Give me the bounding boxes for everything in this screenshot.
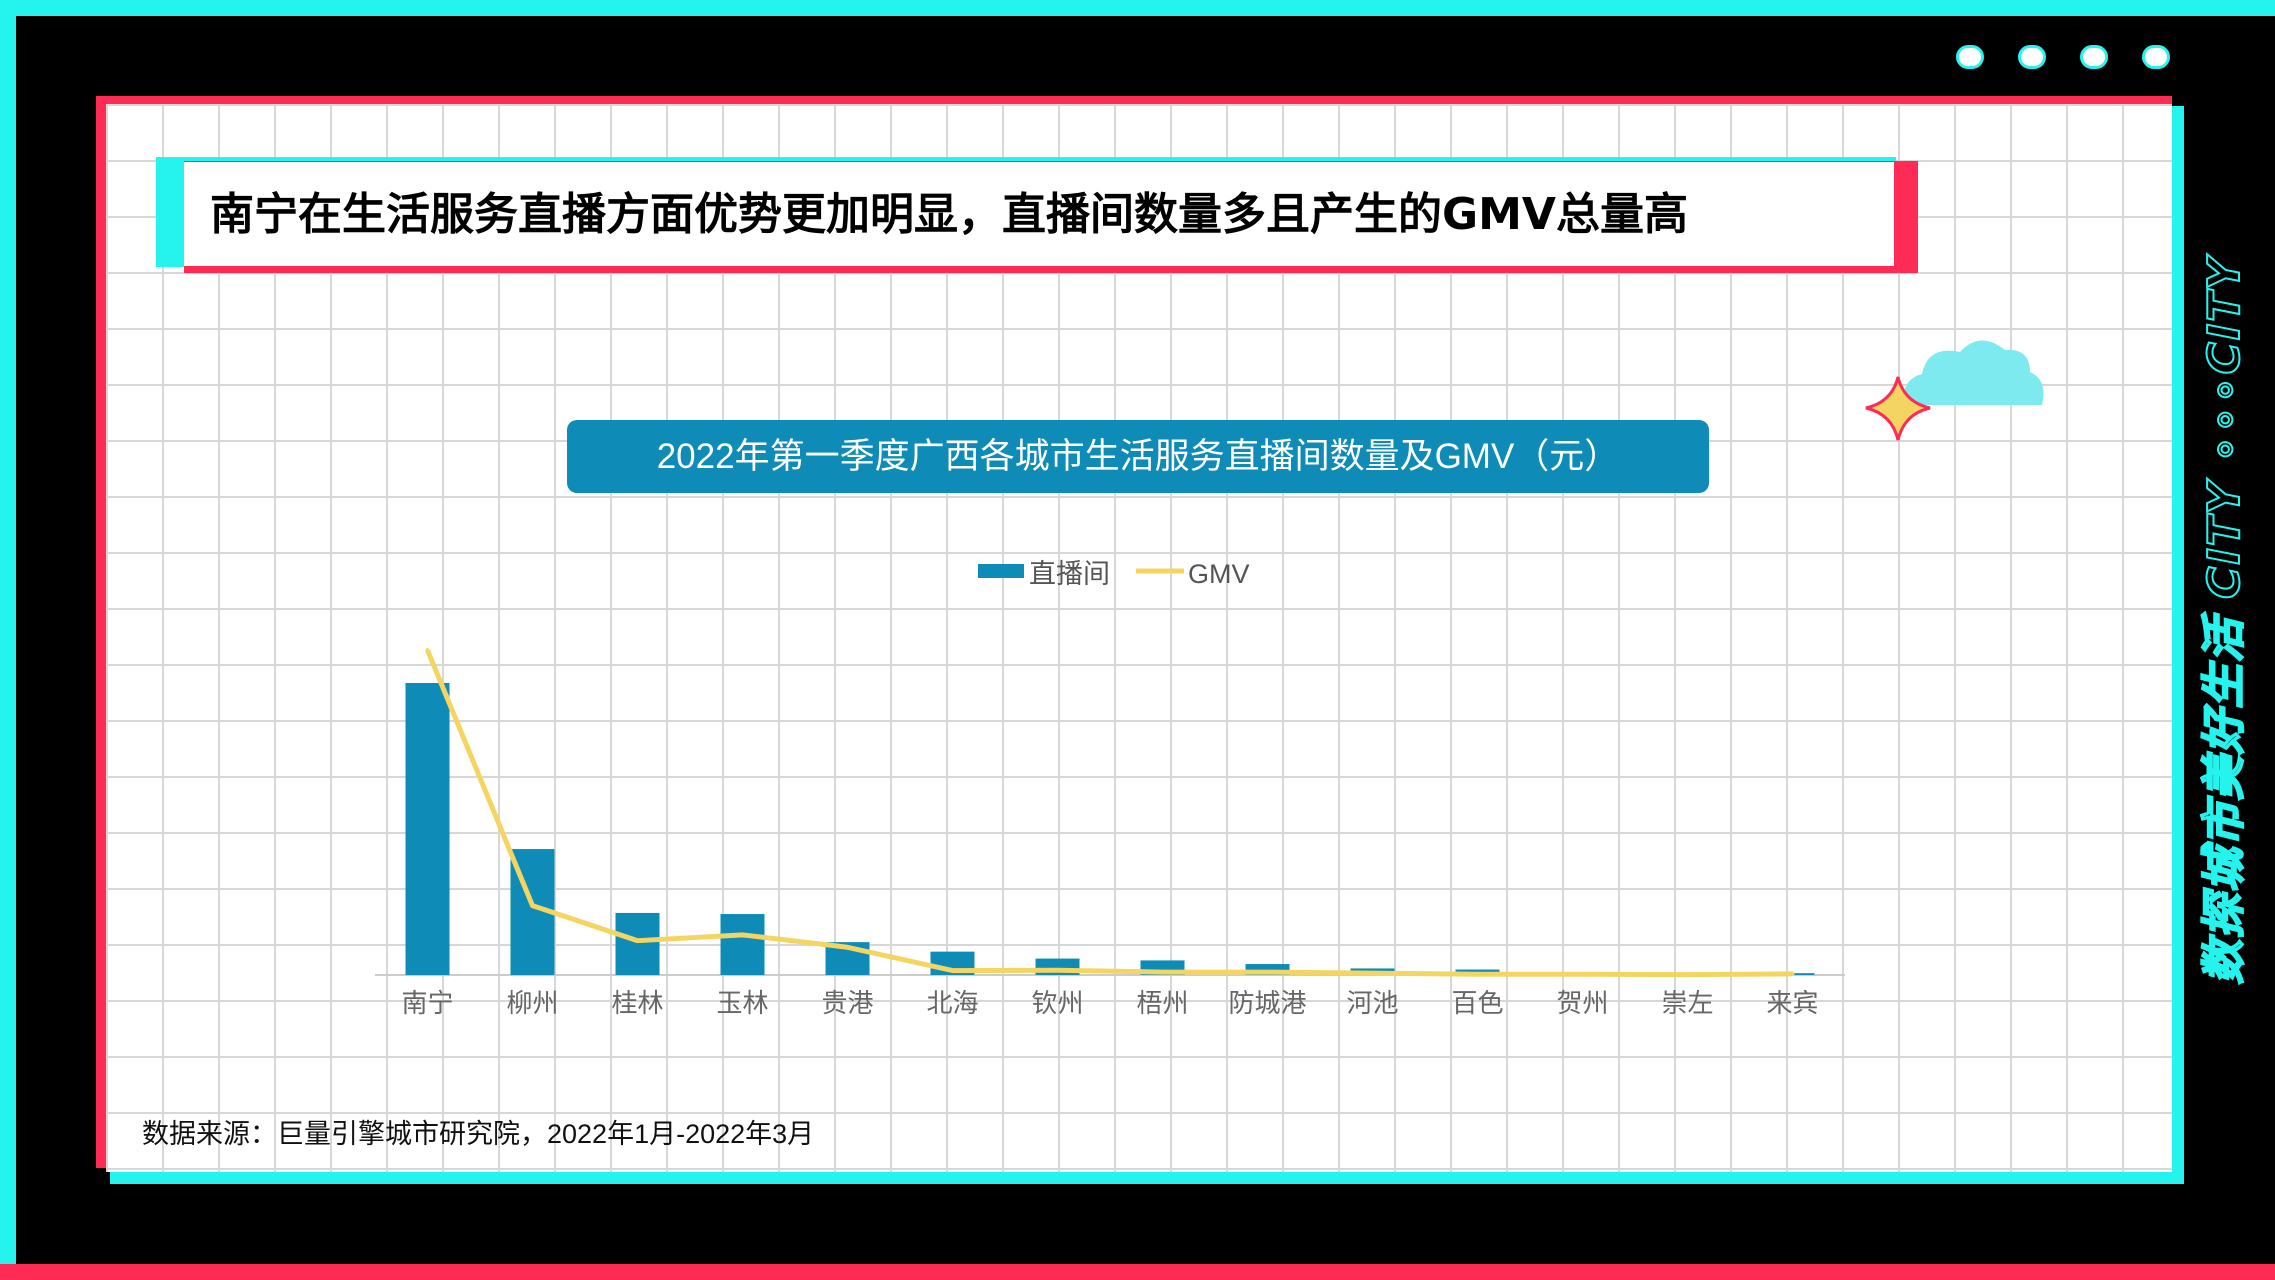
x-tick-label: 北海	[926, 988, 978, 1018]
left-cyan-border	[0, 0, 16, 1280]
x-tick-label: 梧州	[1136, 988, 1188, 1018]
gmv-point-百色	[1475, 972, 1480, 977]
x-tick-label: 崇左	[1661, 988, 1713, 1018]
headline-box	[184, 162, 1894, 266]
gmv-point-桂林	[635, 938, 640, 943]
x-tick-label: 贵港	[821, 988, 873, 1018]
x-tick-label: 来宾	[1766, 988, 1818, 1018]
bar-桂林	[615, 912, 660, 975]
bar-防城港	[1245, 964, 1290, 975]
gmv-point-贺州	[1580, 972, 1585, 977]
grid-board	[106, 104, 2172, 1172]
chart-title: 2022年第一季度广西各城市生活服务直播间数量及GMV（元）	[567, 420, 1709, 493]
gmv-point-贵港	[845, 945, 850, 950]
gmv-point-防城港	[1265, 970, 1270, 975]
x-tick-label: 百色	[1451, 988, 1503, 1018]
x-tick-label: 钦州	[1031, 988, 1083, 1018]
legend-bar-label: 直播间	[1029, 559, 1110, 589]
legend-line-label: GMV	[1188, 559, 1250, 589]
x-tick-label: 南宁	[401, 988, 453, 1018]
side-slogan: 数探城市美好生活 CITY ∘∘∘CITY	[2198, 255, 2251, 985]
decor-dot	[2018, 45, 2046, 69]
gmv-point-玉林	[740, 932, 745, 937]
data-source-note: 数据来源：巨量引擎城市研究院，2022年1月-2022年3月	[142, 1119, 815, 1149]
bottom-red-border	[0, 1264, 2275, 1280]
legend: 直播间 GMV	[978, 559, 1250, 589]
decor-dot	[1956, 45, 1984, 69]
decor-dot	[2142, 45, 2170, 69]
gmv-point-南宁	[425, 648, 430, 653]
gmv-point-河池	[1370, 971, 1375, 976]
x-tick-label: 柳州	[506, 988, 558, 1018]
legend-bar-swatch	[978, 564, 1024, 578]
top-cyan-border	[0, 0, 2275, 16]
gmv-point-来宾	[1790, 971, 1795, 976]
gmv-point-钦州	[1055, 968, 1060, 973]
gmv-point-柳州	[530, 903, 535, 908]
gmv-point-北海	[950, 968, 955, 973]
x-tick-label: 河池	[1346, 988, 1398, 1018]
page-title: 南宁在生活服务直播方面优势更加明显，直播间数量多且产生的GMV总量高	[210, 189, 1688, 240]
gmv-point-梧州	[1160, 970, 1165, 975]
gmv-point-崇左	[1685, 972, 1690, 977]
bar-玉林	[720, 914, 765, 975]
x-tick-label: 防城港	[1228, 988, 1306, 1018]
x-tick-label: 玉林	[716, 988, 768, 1018]
gmv-line	[425, 649, 1793, 978]
bar-南宁	[405, 683, 450, 975]
x-tick-label: 贺州	[1556, 988, 1608, 1018]
x-tick-label: 桂林	[611, 988, 663, 1018]
decor-dot	[2080, 45, 2108, 69]
